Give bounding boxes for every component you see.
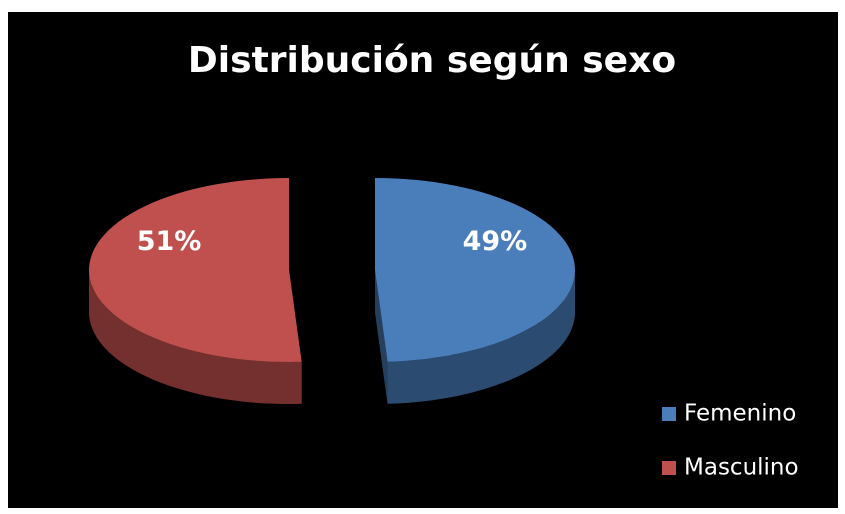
- slice-shade: [387, 270, 575, 404]
- value-label: 51%: [137, 226, 202, 257]
- slice: [375, 178, 575, 362]
- legend-swatch: [662, 407, 676, 421]
- slice-shade: [375, 270, 388, 404]
- slice: [89, 178, 302, 362]
- legend-label: Masculino: [684, 455, 799, 481]
- chart-title: Distribución según sexo: [188, 40, 676, 81]
- slice-side: [89, 270, 302, 404]
- slice-shade: [89, 270, 302, 404]
- legend-label: Femenino: [684, 401, 796, 427]
- value-label: 49%: [463, 226, 528, 257]
- legend-swatch: [662, 461, 676, 475]
- slice-side: [387, 270, 575, 404]
